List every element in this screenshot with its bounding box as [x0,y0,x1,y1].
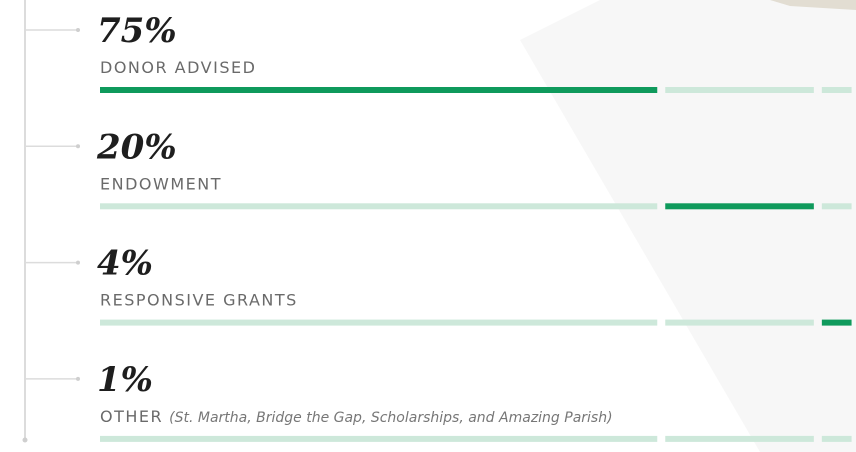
row-dot [76,376,80,381]
percent: 1% [97,360,153,400]
bar-segment [821,319,852,326]
bar-segment [821,87,852,93]
category-label: OTHER (St. Martha, Bridge the Gap, Schola… [100,407,613,426]
category-label: ENDOWMENT [100,174,222,193]
category-name: OTHER [100,407,163,426]
category-name: DONOR ADVISED [100,58,256,77]
bar-segment [821,203,852,210]
row-dot [76,144,80,149]
percent: 20% [96,127,177,167]
bar-segment [665,203,814,210]
category-label: DONOR ADVISED [100,58,256,77]
row-dot [76,260,80,265]
bar-segment [665,319,814,326]
percent: 4% [97,244,153,284]
bar-segment [100,435,658,442]
category-name: RESPONSIVE GRANTS [100,291,298,310]
background-shape [520,0,856,452]
row-dot [76,28,80,32]
bar-segment [100,319,658,326]
percent: 75% [97,11,177,51]
bar-segment [665,87,814,93]
category-label: RESPONSIVE GRANTS [100,291,298,310]
category-note: (St. Martha, Bridge the Gap, Scholarship… [169,410,612,426]
bar-segment [665,435,814,442]
bar-segment [100,87,658,93]
category-name: ENDOWMENT [100,174,222,193]
bar-segment [821,435,852,442]
timeline-end [22,437,28,443]
bar-segment [100,203,658,210]
background-object [770,0,856,10]
